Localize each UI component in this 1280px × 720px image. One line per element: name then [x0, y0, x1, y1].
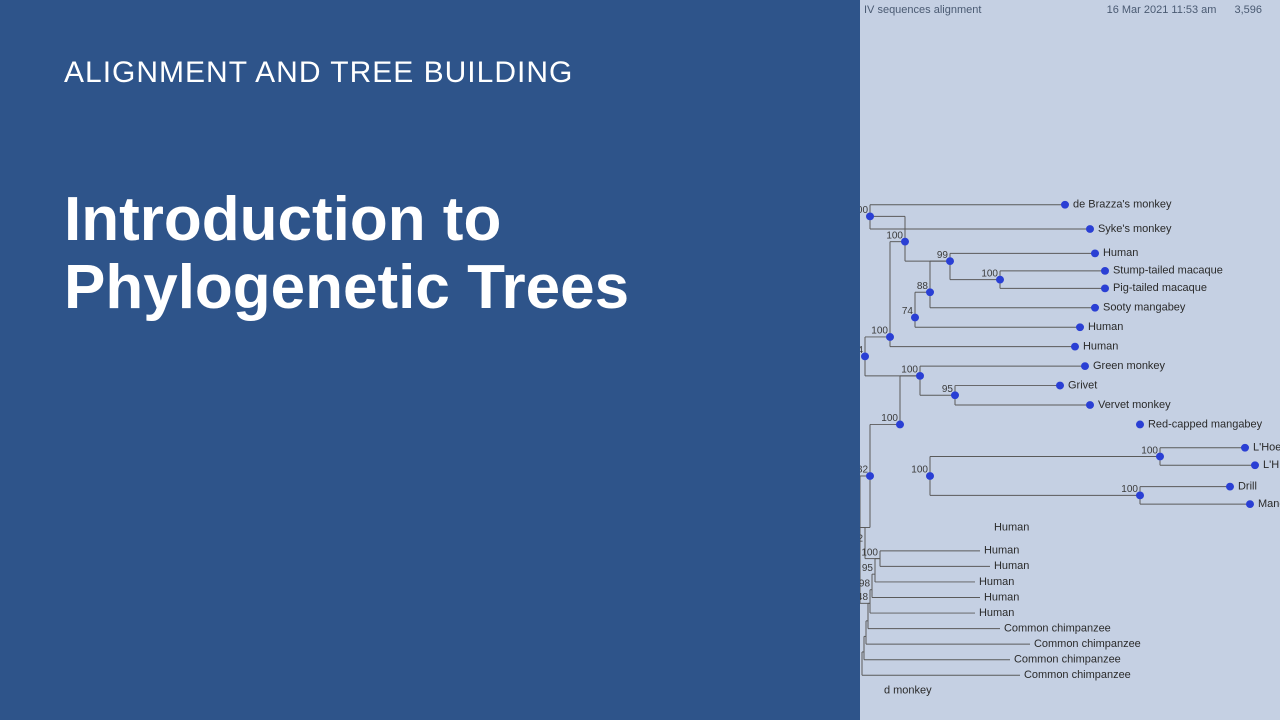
tree-tip-label: Human	[1083, 341, 1118, 353]
tree-node-dot	[1086, 401, 1094, 409]
tree-tip-label: Mand	[1258, 498, 1280, 510]
tree-node-label: 100	[860, 205, 869, 216]
file-topbar: IV sequences alignment 16 Mar 2021 11:53…	[860, 0, 1280, 20]
tree-tip-label: L'Hoes	[1253, 442, 1280, 454]
tree-tip-label: Vervet monkey	[1098, 399, 1171, 411]
tree-node-dot	[1081, 362, 1089, 370]
slide-title: Introduction to Phylogenetic Trees	[64, 186, 796, 322]
tree-node-dot	[1086, 225, 1094, 233]
file-count: 3,596	[1234, 4, 1262, 16]
tree-node-dot	[1241, 444, 1249, 452]
tree-tip-label: Human	[994, 560, 1029, 572]
tree-node-label: 100	[901, 365, 918, 376]
tree-node-label: 94	[860, 345, 864, 356]
tree-tip-label: Human	[994, 521, 1029, 533]
phylogenetic-tree: 100 100 99 100 88 74 100 94 100 95 100 100 100 100 82 1…	[860, 20, 1280, 720]
tree-node-dot	[1246, 500, 1254, 508]
title-panel: ALIGNMENT AND TREE BUILDING Introduction…	[0, 0, 860, 720]
tree-node-label: 100	[981, 268, 998, 279]
tree-tip-label: Pig-tailed macaque	[1113, 282, 1207, 294]
stage: ALIGNMENT AND TREE BUILDING Introduction…	[0, 0, 1280, 720]
tree-node-label: 88	[917, 281, 929, 292]
tree-node-label: 100	[881, 413, 898, 424]
file-date: 16 Mar 2021 11:53 am	[1107, 4, 1217, 16]
screenshot-panel: IV sequences alignment 16 Mar 2021 11:53…	[860, 0, 1280, 720]
tree-node-label: 100	[1121, 484, 1138, 495]
tree-node-label: 52	[860, 534, 863, 545]
tree-node-dot	[1101, 267, 1109, 275]
title-line-1: Introduction to	[64, 185, 501, 254]
tree-node-label: 95	[942, 384, 954, 395]
tree-tip-label: Human	[979, 607, 1014, 619]
tree-node-dot	[1101, 284, 1109, 292]
tree-tip-label: Sooty mangabey	[1103, 302, 1186, 314]
tree-node-dot	[1061, 201, 1069, 209]
tree-tip-label: Syke's monkey	[1098, 223, 1172, 235]
tree-tip-label: d monkey	[884, 685, 932, 697]
tree-tip-label: Human	[984, 545, 1019, 557]
tree-node-label: 100	[861, 547, 878, 558]
tree-node-dot	[1071, 343, 1079, 351]
tree-node-label: 74	[902, 306, 914, 317]
tree-node-dot	[1226, 483, 1234, 491]
tree-node-label: 98	[860, 579, 871, 590]
tree-tip-label: de Brazza's monkey	[1073, 199, 1172, 211]
tree-node-dot	[1091, 249, 1099, 257]
tree-node-label: 99	[937, 250, 949, 261]
tree-node-dot	[1091, 304, 1099, 312]
tree-tip-label: Common chimpanzee	[1034, 638, 1141, 650]
tree-tip-label: Human	[979, 576, 1014, 588]
tree-node-dot	[1136, 421, 1144, 429]
tree-tip-label: Common chimpanzee	[1004, 623, 1111, 635]
tree-tip-label: Human	[984, 591, 1019, 603]
tree-nodes	[861, 201, 1259, 508]
tree-tip-label: L'H	[1263, 459, 1279, 471]
title-line-2: Phylogenetic Trees	[64, 253, 629, 322]
tree-tip-label: Green monkey	[1093, 360, 1166, 372]
tree-node-dot	[1076, 323, 1084, 331]
screenshot-inner: IV sequences alignment 16 Mar 2021 11:53…	[860, 0, 1280, 720]
tree-node-dot	[1251, 461, 1259, 469]
file-name: IV sequences alignment	[864, 4, 981, 16]
tree-node-label: 82	[860, 465, 868, 476]
tree-tip-label: Drill	[1238, 481, 1257, 493]
tree-node-label: 95	[862, 563, 874, 574]
tree-tip-label: Stump-tailed macaque	[1113, 265, 1223, 277]
tree-node-label: 100	[886, 231, 903, 242]
tree-node-label: 100	[1141, 445, 1158, 456]
eyebrow: ALIGNMENT AND TREE BUILDING	[64, 56, 796, 90]
tree-tip-label: Common chimpanzee	[1024, 669, 1131, 681]
tree-node-dot	[1056, 382, 1064, 390]
tree-tip-label: Common chimpanzee	[1014, 654, 1121, 666]
tree-tip-label: Human	[1088, 321, 1123, 333]
tree-tip-label: Red-capped mangabey	[1148, 418, 1263, 430]
tree-tip-label: Grivet	[1068, 380, 1097, 392]
tree-tip-label: Human	[1103, 247, 1138, 259]
tree-node-label: 48	[860, 592, 869, 603]
tree-node-label: 100	[911, 465, 928, 476]
tree-node-label: 100	[871, 326, 888, 337]
